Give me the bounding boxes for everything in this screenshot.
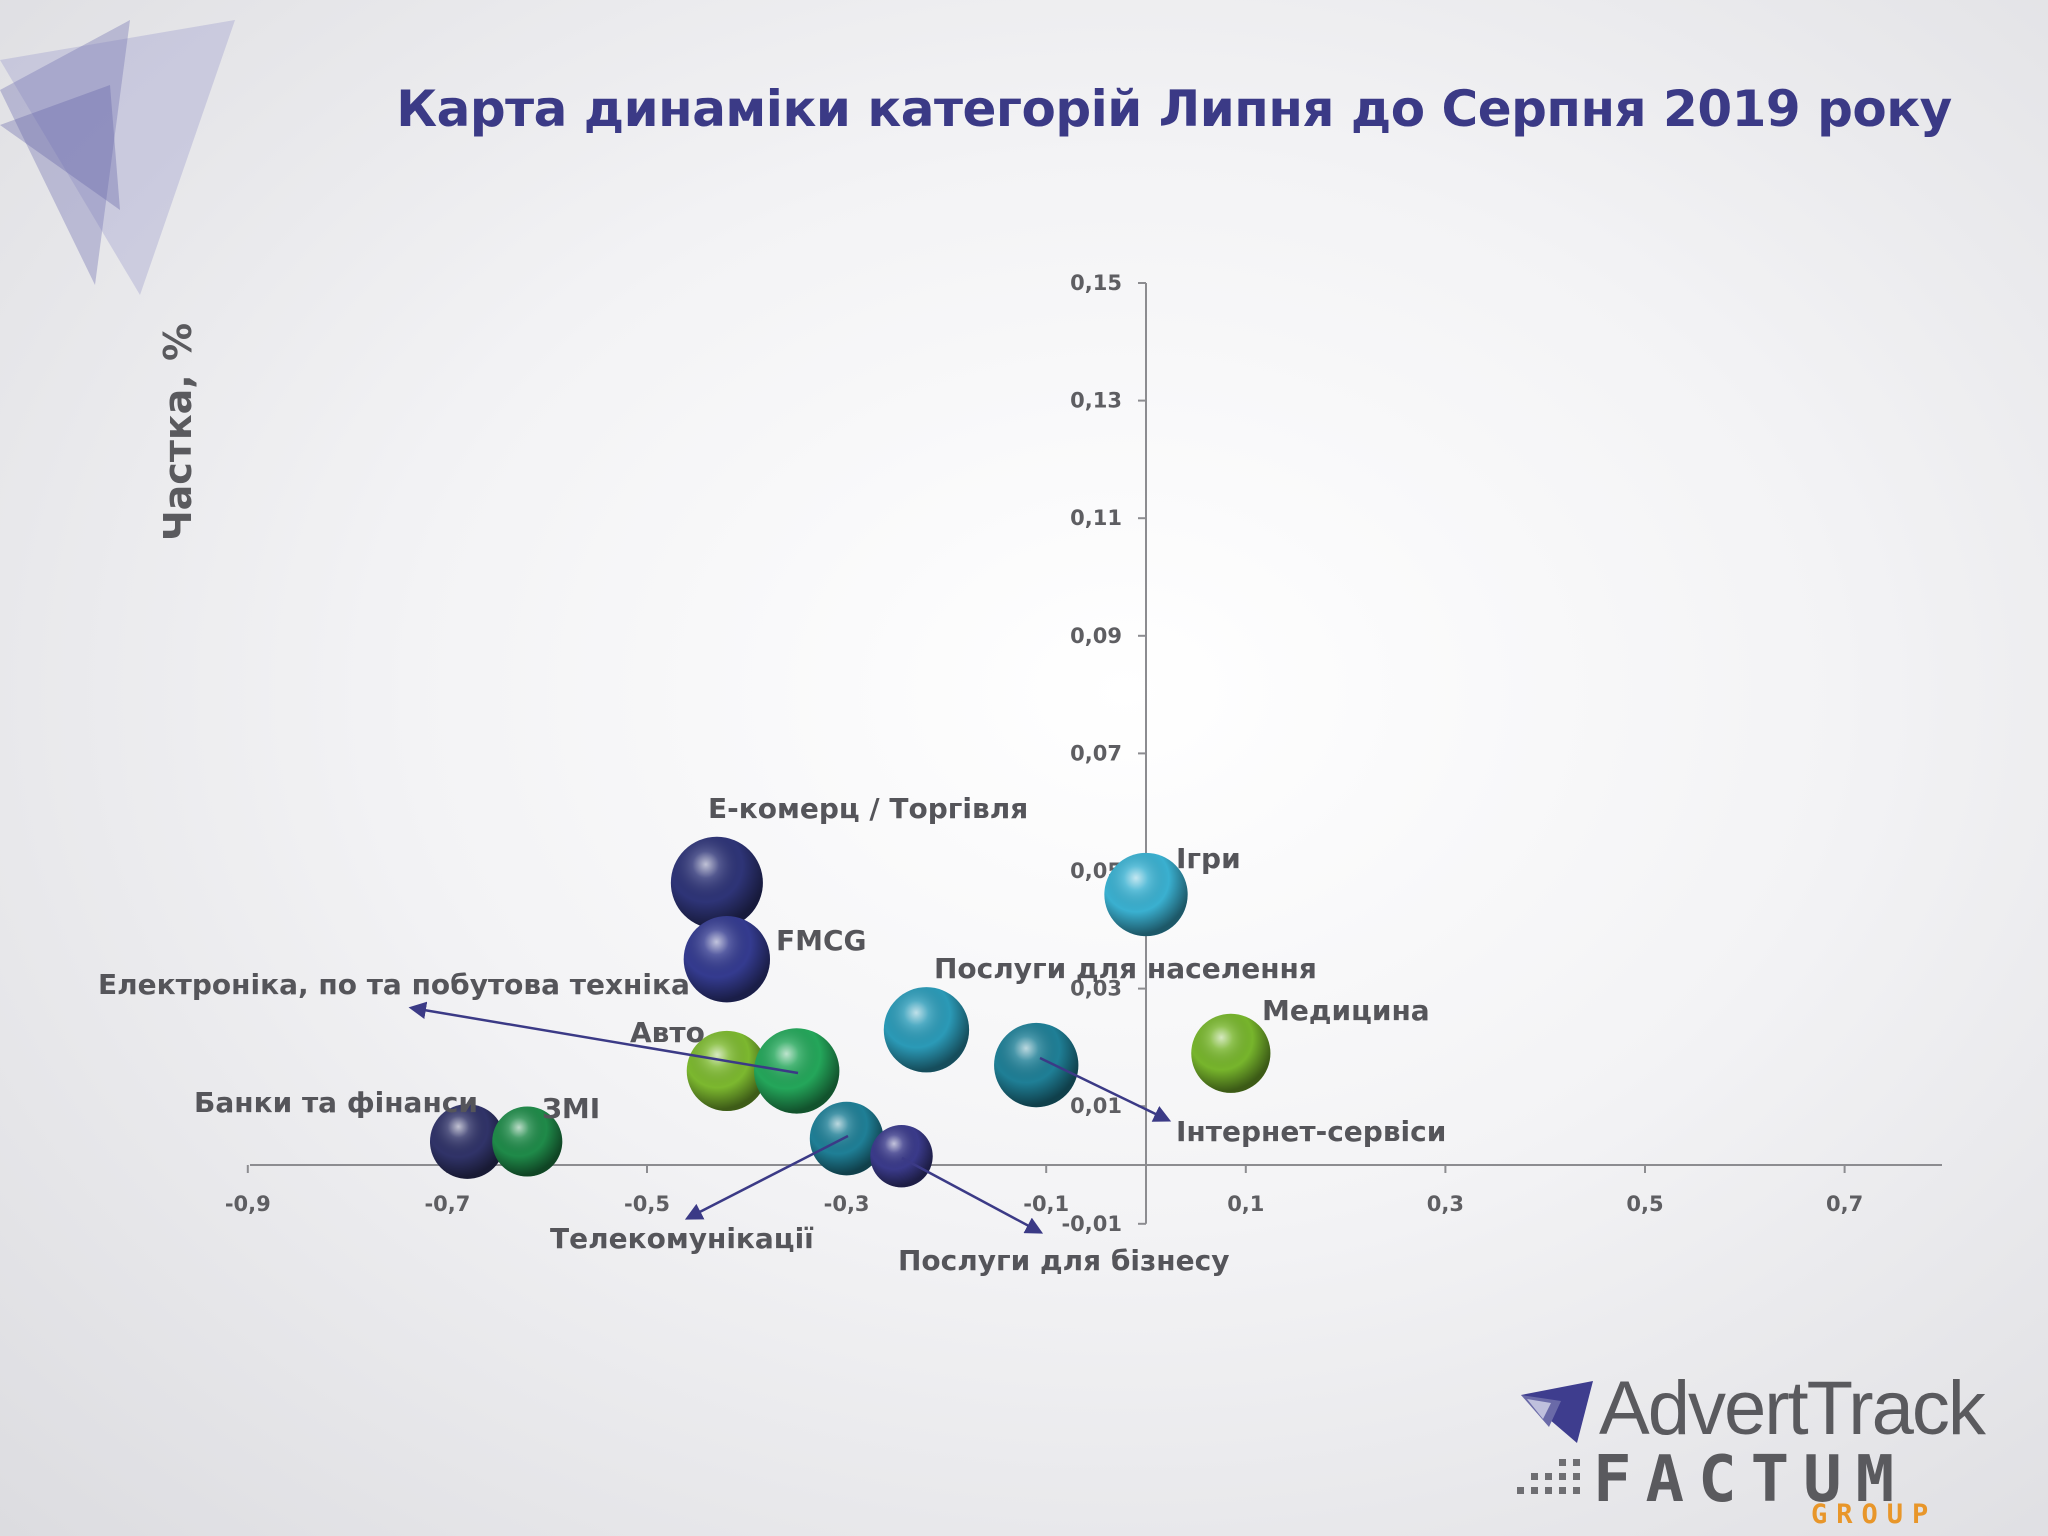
bubble-point [1191,1013,1271,1093]
logo-sub-text: GROUP [1811,1499,1938,1530]
bubble-point [492,1106,563,1177]
arrow-internet-servisy [1039,1056,1172,1122]
x-tick-label: -0,3 [824,1192,870,1216]
y-tick-label: -0,01 [1061,1212,1122,1236]
logo-dots-icon [1517,1459,1580,1494]
y-tick-label: 0,13 [1070,389,1122,413]
bubble-point [754,1028,840,1114]
y-tick-label: 0,03 [1070,977,1122,1001]
label-arrows [408,1001,1172,1234]
arrow-telekomunikatsii [684,1134,849,1220]
bubble-point [809,1101,884,1176]
bubble-labels: Е-комерц / Торгівля FMCG Ігри Послуги дл… [98,792,1446,1277]
arrow-posluhy-dlia-biznesu [901,1156,1044,1234]
logo-top-text: AdvertTrack [1599,1366,1986,1451]
label-medytsyna: Медицина [1262,994,1430,1027]
bubble-point [883,987,970,1073]
x-tick-label: 0,3 [1427,1192,1464,1216]
label-internet-servisy: Інтернет-сервіси [1176,1115,1446,1148]
x-tick-label: -0,9 [225,1192,271,1216]
label-elektronika: Електроніка, по та побутова техніка [98,968,690,1001]
label-posluhy-dlia-naselennia: Послуги для населення [934,952,1317,985]
y-tick-label: 0,09 [1070,624,1122,648]
advert-track-factum-logo: AdvertTrack FACTUM GROUP [1515,1366,1995,1530]
label-telekomunikatsii: Телекомунікації [550,1222,814,1255]
label-ihry: Ігри [1176,842,1241,875]
bubble-point [429,1104,505,1179]
logo-bottom-text: FACTUM [1593,1443,1909,1517]
x-tick-label: -0,5 [624,1192,670,1216]
bubble-point [994,1022,1079,1108]
y-tick-label: 0,07 [1070,741,1122,765]
bubbles [429,836,1271,1188]
bubble-point [1104,852,1188,937]
bubble-point [683,916,770,1003]
x-tick-label: 0,1 [1227,1192,1264,1216]
y-axis-ticks: -0,010,010,030,050,070,090,110,130,15 [1061,271,1146,1236]
label-avto: Авто [630,1016,705,1049]
corner-triangles-decoration [0,20,235,295]
label-e-komerts: Е-комерц / Торгівля [708,792,1028,825]
x-axis-ticks: -0,9 -0,7 -0,5 -0,3 -0,1 0,1 0,3 0,5 0,7 [225,1165,1863,1216]
y-tick-label: 0,11 [1070,506,1122,530]
arrow-elektronika [408,1001,799,1075]
label-fmcg: FMCG [776,924,867,957]
logo-mark-icon [1521,1381,1593,1443]
chart-title: Карта динаміки категорій Липня до Серпня… [396,80,1952,138]
axes: -0,9 -0,7 -0,5 -0,3 -0,1 0,1 0,3 0,5 0,7 -0,01 0,… [225,271,1942,1236]
x-tick-label: -0,1 [1023,1192,1069,1216]
label-zmi: ЗМІ [542,1092,600,1125]
bubble-point [670,836,763,929]
x-tick-label: -0,7 [424,1192,470,1216]
bubble-point [686,1030,767,1112]
bubble-point [870,1124,933,1188]
label-banky-ta-finansy: Банки та фінанси [194,1086,478,1119]
y-tick-label: 0,01 [1070,1094,1122,1118]
x-tick-label: 0,7 [1826,1192,1863,1216]
label-posluhy-dlia-biznesu: Послуги для бізнесу [898,1244,1229,1277]
y-tick-label: 0,15 [1070,271,1122,295]
x-tick-label: 0,5 [1626,1192,1663,1216]
